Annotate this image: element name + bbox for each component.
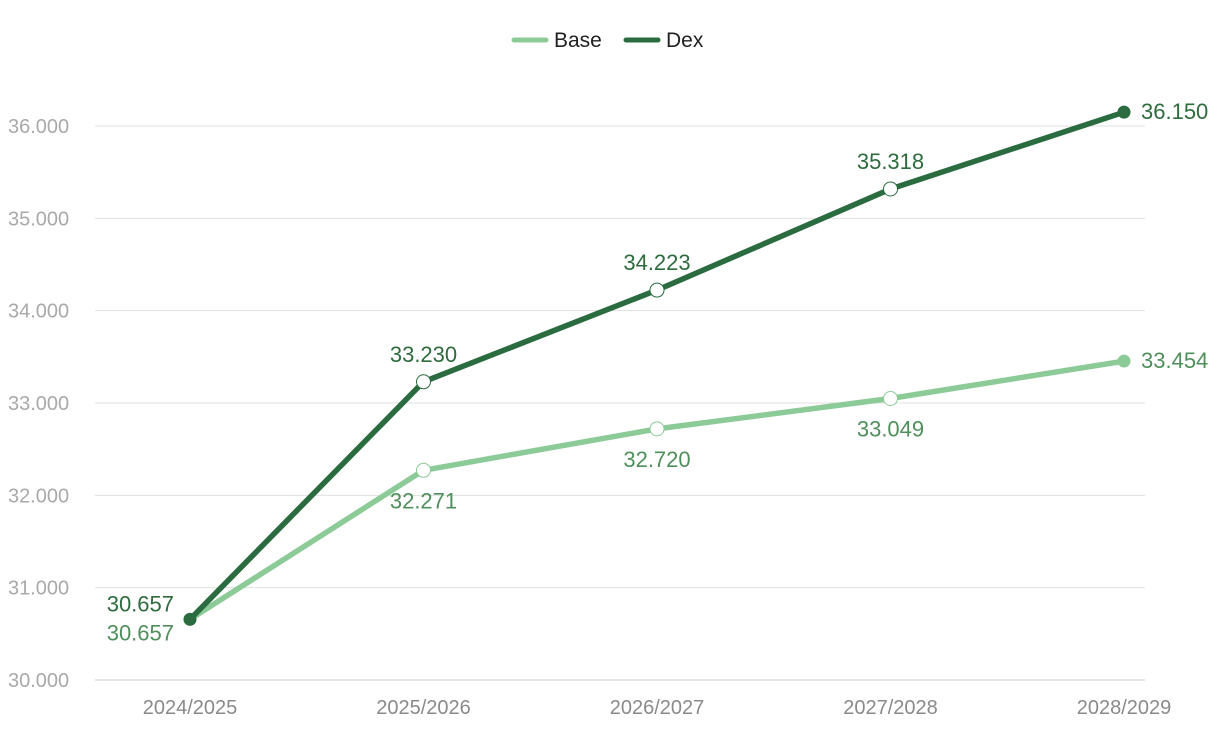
data-point-base — [649, 421, 665, 437]
series-layer — [183, 105, 1131, 626]
data-label-base: 33.049 — [857, 416, 924, 441]
data-point-dex — [883, 181, 898, 197]
data-label-dex: 35.318 — [857, 149, 924, 174]
data-label-dex: 30.657 — [107, 591, 174, 616]
data-label-base: 33.454 — [1141, 348, 1208, 373]
data-label-dex: 34.223 — [623, 250, 690, 275]
x-tick-label: 2027/2028 — [843, 697, 938, 719]
data-label-base: 32.720 — [623, 447, 690, 472]
data-label-dex: 36.150 — [1141, 99, 1208, 124]
data-point-dex — [416, 374, 431, 390]
x-axis: 2024/2025 2025/2026 2026/2027 2027/2028 2028… — [143, 697, 1172, 719]
legend-label-dex: Dex — [666, 29, 704, 52]
data-label-base: 30.657 — [107, 620, 174, 645]
series-line-dex — [187, 109, 1127, 623]
y-axis: 30.000 31.000 32.000 33.000 34.000 35.000 36.0… — [8, 116, 69, 692]
y-tick-label: 33.000 — [8, 393, 69, 415]
data-point-dex — [649, 282, 665, 298]
y-tick-label: 31.000 — [8, 578, 69, 600]
y-tick-label: 32.000 — [8, 485, 69, 507]
y-tick-label: 36.000 — [8, 116, 69, 138]
legend: Base Dex — [511, 29, 704, 52]
data-point-base — [1117, 354, 1131, 368]
x-tick-label: 2024/2025 — [143, 697, 238, 719]
data-label-dex: 33.230 — [390, 342, 457, 367]
series-line-base — [187, 358, 1127, 623]
data-label-base: 32.271 — [390, 488, 457, 513]
data-labels: 30.657 30.657 33.230 32.271 34.223 32.720 35.3… — [107, 99, 1209, 645]
data-point-dex — [183, 612, 197, 626]
x-tick-label: 2025/2026 — [376, 697, 471, 719]
legend-label-base: Base — [554, 29, 602, 52]
data-point-dex — [1117, 105, 1131, 119]
data-point-base — [883, 390, 898, 406]
y-tick-label: 34.000 — [8, 301, 69, 323]
data-point-base — [416, 462, 431, 478]
y-tick-label: 30.000 — [8, 670, 69, 692]
grid-lines — [95, 125, 1145, 681]
y-tick-label: 35.000 — [8, 208, 69, 230]
x-tick-label: 2028/2029 — [1077, 697, 1172, 719]
x-tick-label: 2026/2027 — [610, 697, 705, 719]
